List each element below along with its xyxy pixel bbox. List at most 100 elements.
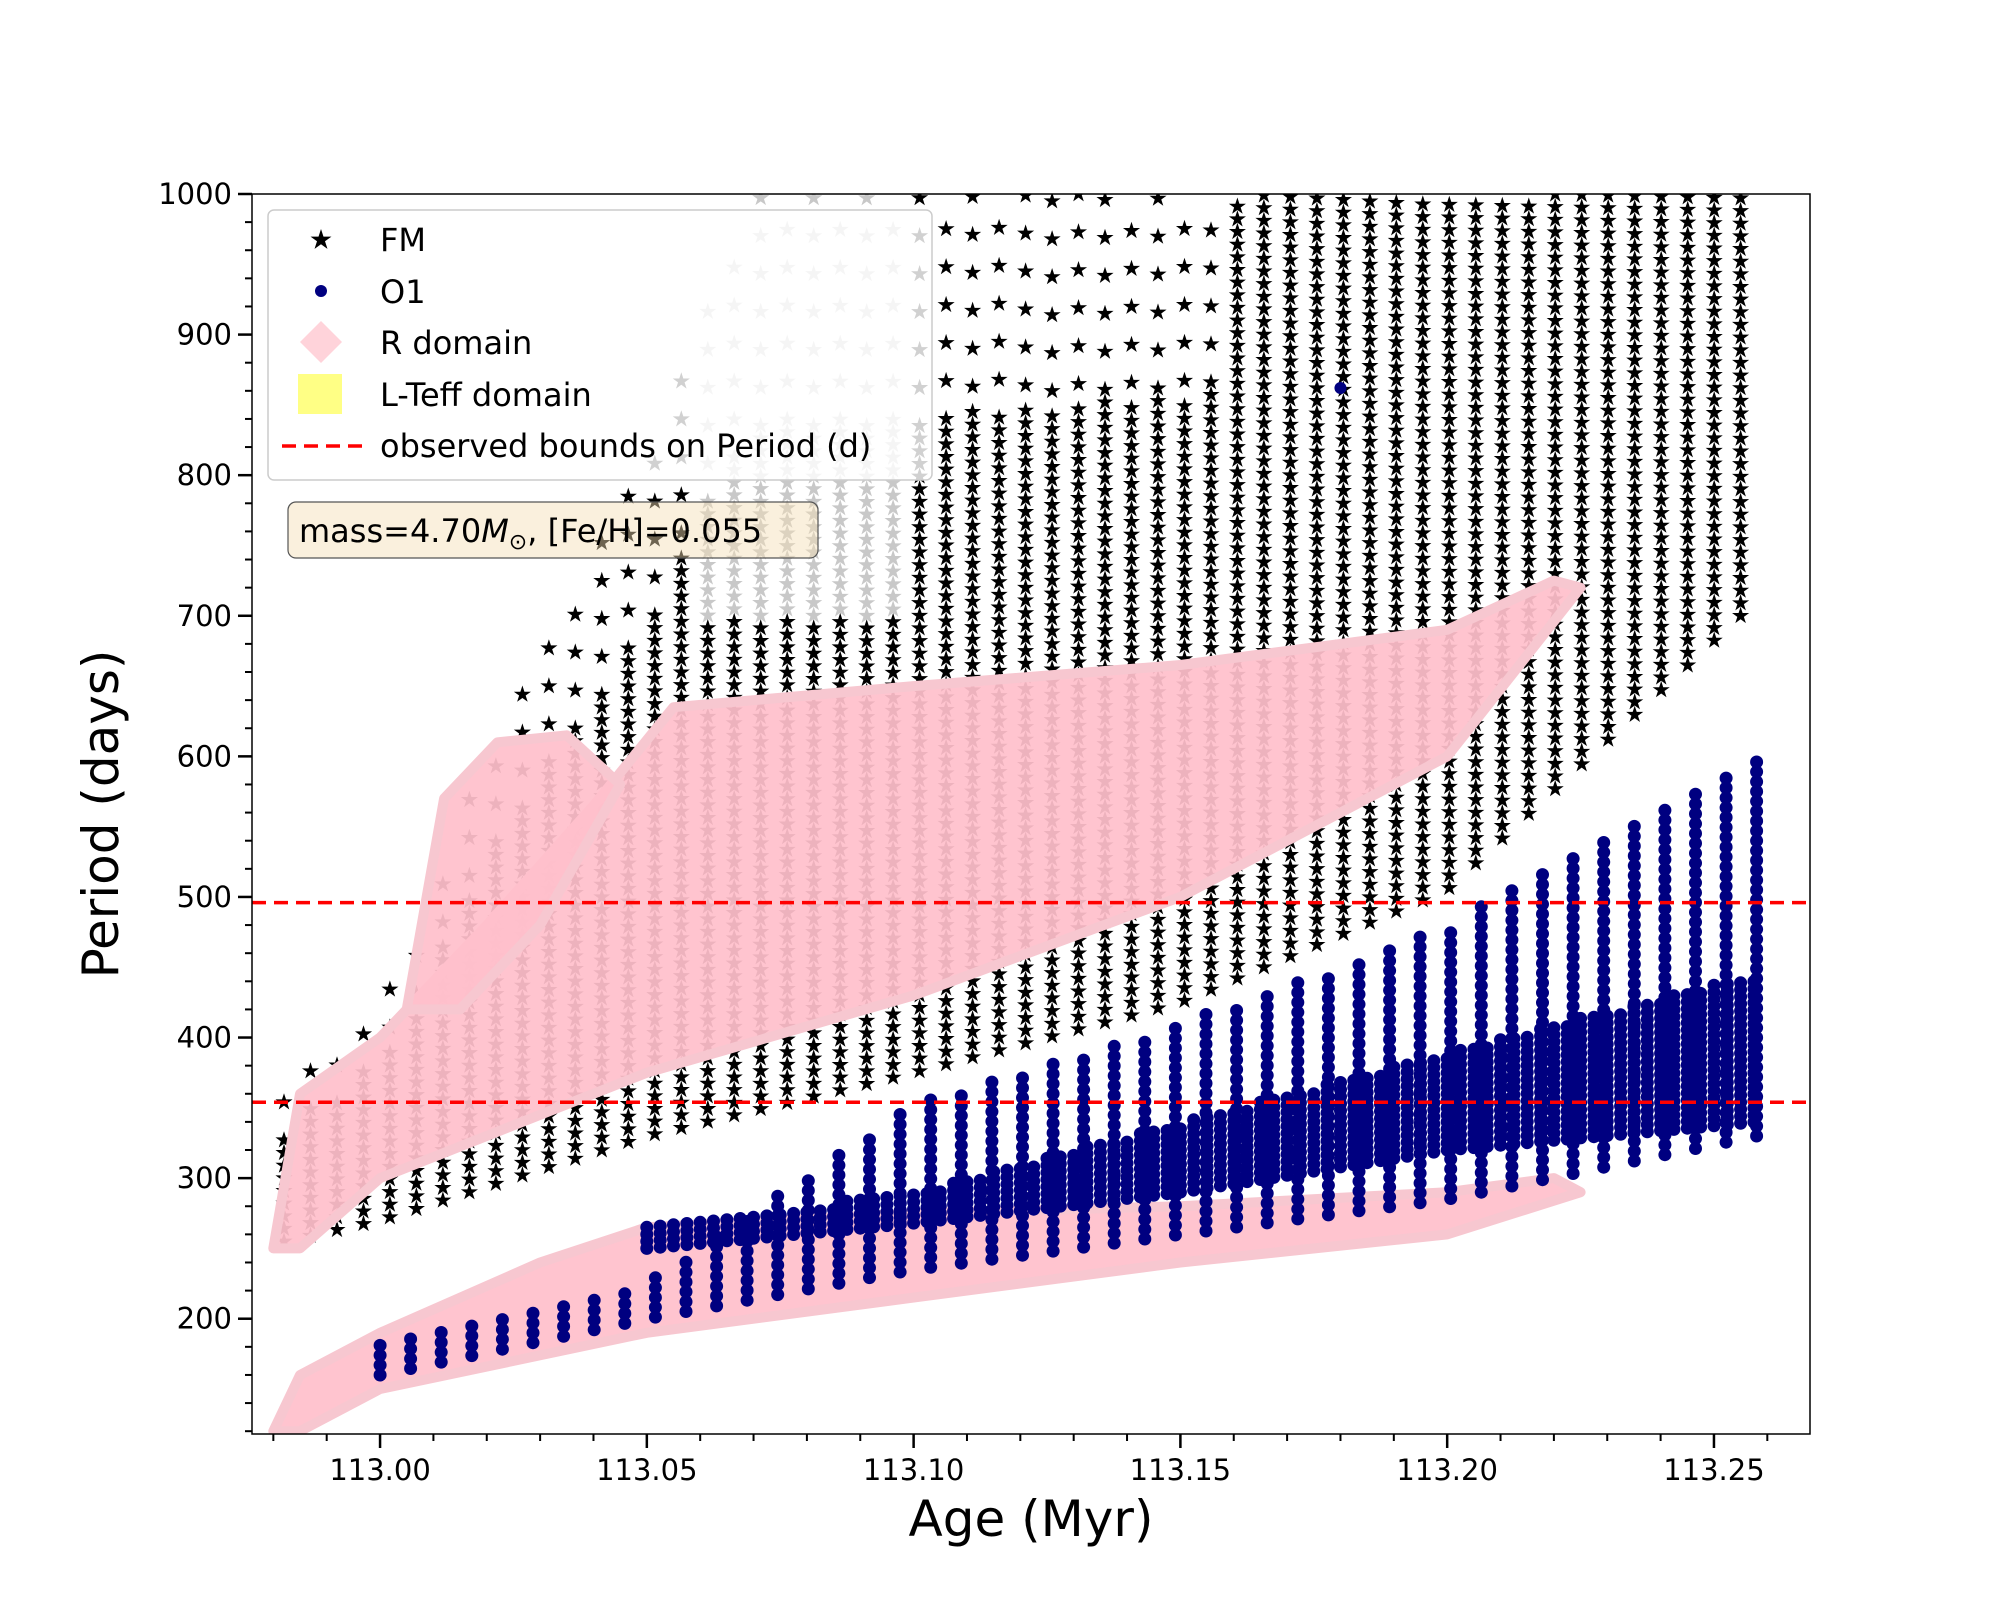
o1-point [1689,866,1702,880]
o1-point [1720,977,1734,991]
fm-point [937,258,955,275]
o1-point [1260,1206,1274,1220]
o1-point [954,1138,968,1152]
annotation-text: mass=4.70M⊙, [Fe/H]=0.055 [299,512,762,555]
o1-point [740,1254,754,1268]
o1-point [1536,887,1549,901]
o1-point [1352,1046,1366,1060]
o1-point [1260,1039,1274,1053]
fm-point [1043,381,1061,399]
fm-point [513,685,531,702]
fm-point [805,194,823,206]
legend-box [267,209,933,481]
o1-point [1199,1086,1213,1100]
o1-point [1016,1130,1029,1144]
o1-point [1474,979,1488,993]
o1-point [985,1223,999,1237]
o1-point [1547,1021,1561,1035]
o1-point [1321,1188,1335,1202]
o1-point [1658,980,1672,994]
o1-point [1077,1230,1091,1244]
o1-point [1566,1167,1580,1180]
fm-point [1626,705,1644,722]
o1-point [1474,939,1488,953]
o1-point [1507,1032,1521,1045]
o1-point [557,1319,571,1333]
o1-point [1320,1078,1334,1092]
o1-point [1321,1060,1335,1074]
o1-point [1689,827,1702,840]
fm-point [566,681,584,698]
annotation-box: mass=4.70M⊙, [Fe/H]=0.055 [287,501,819,559]
fm-point [858,1074,876,1092]
o1-point [924,1231,938,1245]
fm-point [1175,991,1194,1008]
o1-point [1053,1150,1067,1164]
plot-area [252,194,1810,1434]
x-tick-label: 113.10 [863,1453,964,1487]
o1-point [1658,1148,1672,1162]
o1-point [1138,1055,1152,1069]
o1-point [1689,807,1702,821]
o1-point [1536,917,1549,931]
fm-point [1493,829,1511,846]
fm-point [1069,374,1088,392]
fm-point [1043,230,1061,247]
o1-point [1253,1095,1267,1109]
fm-point [990,218,1008,235]
fm-point [672,486,690,503]
o1-point [832,1168,846,1182]
o1-point [1536,956,1549,970]
o1-point [1260,1078,1274,1092]
o1-point [1016,1219,1029,1233]
fm-point [1069,337,1088,354]
fm-point [1652,681,1670,698]
o1-point [771,1258,785,1272]
fm-point [1705,631,1723,648]
o1-point [1505,903,1519,917]
o1-point [1719,810,1733,824]
fm-point [1017,1034,1035,1051]
o1-point [1627,1144,1641,1158]
o1-point [1230,1190,1244,1204]
o1-point [1597,1150,1611,1164]
fm-point [1096,1013,1114,1030]
o1-point [1689,915,1702,929]
o1-point [1689,817,1702,831]
fm-point [593,609,611,627]
o1-point [1750,863,1764,877]
o1-point [1168,1080,1182,1094]
o1-point [771,1288,785,1302]
o1-point [679,1275,693,1289]
o1-point [893,1236,907,1249]
o1-point [1750,912,1764,926]
o1-point [1291,1035,1305,1049]
o1-point [1230,1033,1244,1047]
o1-point [1107,1079,1121,1093]
o1-point [801,1282,815,1296]
o1-point [954,1246,968,1260]
o1-point [1016,1248,1029,1262]
fm-point [593,1141,611,1158]
o1-point [1597,875,1611,889]
o1-point [1597,983,1611,997]
o1-point [1444,1034,1458,1048]
o1-point [1597,934,1611,948]
fm-point [1202,335,1220,352]
x-tick-label: 113.20 [1396,1453,1497,1487]
o1-point [587,1303,601,1317]
o1-point [1383,954,1397,968]
o1-point [954,1148,968,1162]
fm-point [1017,300,1035,317]
o1-point [1138,1222,1152,1236]
o1-point [1147,1125,1161,1139]
o1-point [1534,1022,1548,1036]
o1-point [710,1289,724,1303]
fm-point [1679,656,1697,673]
fm-point [1122,1006,1141,1023]
fm-point [566,1149,584,1166]
o1-point [618,1297,632,1311]
o1-point [1597,944,1611,958]
o1-point [1168,1071,1182,1085]
o1-point [1260,1029,1274,1043]
